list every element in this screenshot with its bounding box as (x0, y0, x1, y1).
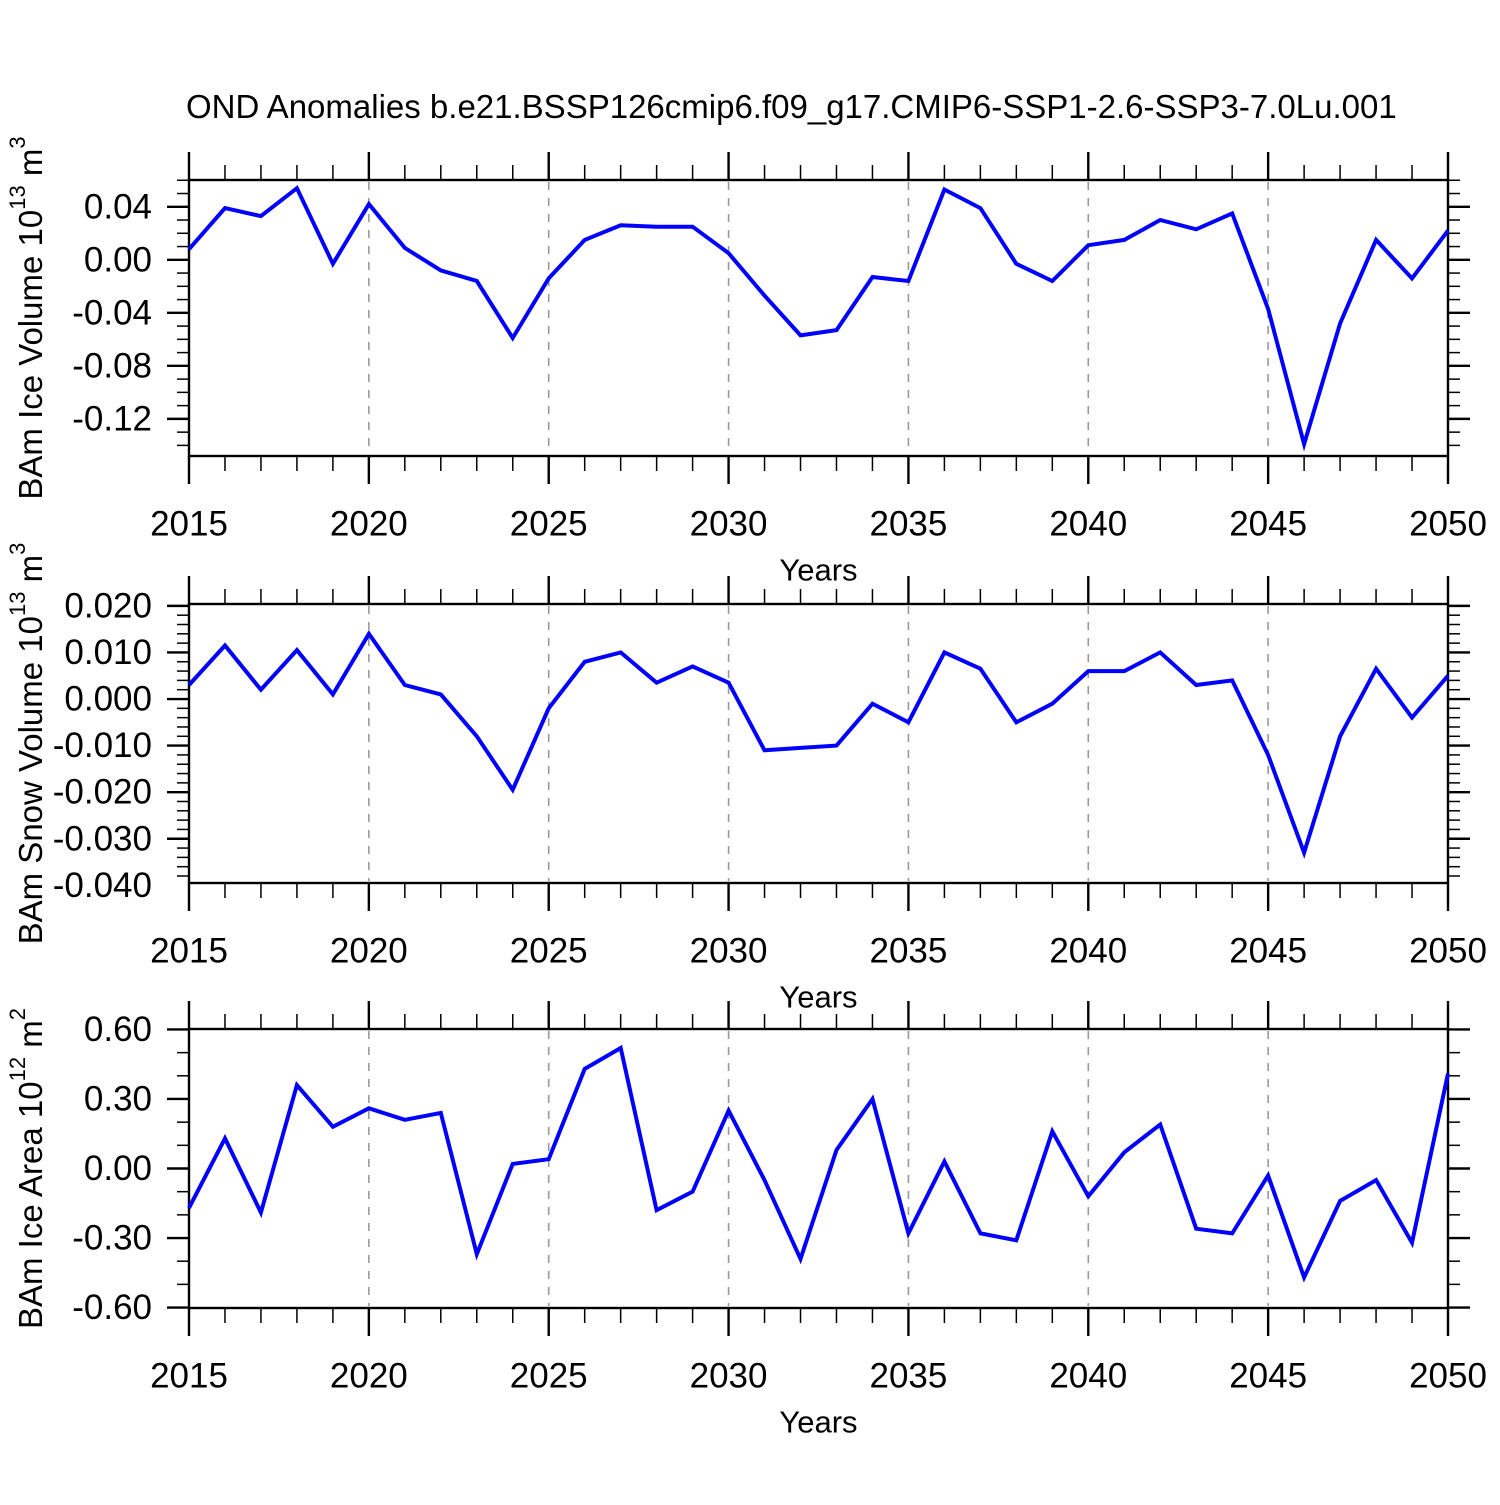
x-tick-label: 2015 (150, 505, 228, 544)
x-tick-label: 2045 (1229, 505, 1307, 544)
x-tick-label: 2045 (1229, 1357, 1307, 1396)
chart-panel-ice-volume: 2015 2020 2025 2030 2035 2040 2045 2050 Years 0.0… (5, 136, 1487, 587)
x-tick-label: 2035 (869, 505, 947, 544)
y-tick-label: -0.010 (53, 726, 152, 765)
series-line-ice-area (187, 1044, 1450, 1283)
x-axis-title: Years (779, 980, 857, 1015)
x-tick-label: 2050 (1409, 1357, 1487, 1396)
y-tick-label: 0.04 (84, 187, 152, 226)
y-tick-label: -0.08 (72, 346, 152, 385)
x-tick-label: 2050 (1409, 505, 1487, 544)
series-line-snow-volume (187, 630, 1450, 859)
plot-border (187, 602, 1450, 885)
x-tick-label: 2030 (690, 505, 768, 544)
x-tick-label: 2035 (869, 932, 947, 971)
y-tick-label: 0.000 (64, 680, 152, 719)
y-axis-title: BAm Ice Area 1012 m2 (5, 1008, 49, 1329)
y-axis-title: BAm Snow Volume 1013 m3 (5, 543, 49, 945)
x-axis-title: Years (779, 1405, 857, 1440)
x-tick-label: 2025 (510, 505, 588, 544)
x-tick-label: 2020 (330, 1357, 408, 1396)
y-axis-title: BAm Ice Volume 1013 m3 (5, 136, 49, 499)
chart-title: OND Anomalies b.e21.BSSP126cmip6.f09_g17… (186, 88, 1397, 125)
y-tick-label: -0.12 (72, 399, 152, 438)
y-tick-label: -0.60 (72, 1288, 152, 1327)
x-tick-label: 2025 (510, 932, 588, 971)
y-tick-label: 0.020 (64, 586, 152, 625)
x-tick-label: 2040 (1049, 932, 1127, 971)
y-tick-label: -0.040 (53, 866, 152, 905)
x-tick-label: 2050 (1409, 932, 1487, 971)
plot-border (187, 1027, 1450, 1310)
y-tick-label: -0.04 (72, 293, 152, 332)
chart-panel-ice-area: 2015 2020 2025 2030 2035 2040 2045 2050 Years 0.6… (5, 1001, 1487, 1440)
x-tick-label: 2045 (1229, 932, 1307, 971)
x-tick-label: 2035 (869, 1357, 947, 1396)
y-tick-label: 0.010 (64, 633, 152, 672)
x-tick-label: 2020 (330, 932, 408, 971)
y-tick-label: 0.00 (84, 240, 152, 279)
x-tick-label: 2030 (690, 932, 768, 971)
x-tick-label: 2040 (1049, 1357, 1127, 1396)
x-tick-label: 2015 (150, 1357, 228, 1396)
y-tick-label: -0.30 (72, 1219, 152, 1258)
y-tick-label: -0.030 (53, 819, 152, 858)
x-tick-label: 2025 (510, 1357, 588, 1396)
x-tick-label: 2020 (330, 505, 408, 544)
series-line-ice-volume (187, 185, 1450, 452)
x-tick-label: 2040 (1049, 505, 1127, 544)
x-tick-label: 2030 (690, 1357, 768, 1396)
y-tick-label: 0.30 (84, 1079, 152, 1118)
y-tick-label: 0.00 (84, 1149, 152, 1188)
chart-panel-snow-volume: 2015 2020 2025 2030 2035 2040 2045 2050 Years 0.0… (5, 543, 1487, 1015)
x-tick-label: 2015 (150, 932, 228, 971)
y-tick-label: 0.60 (84, 1010, 152, 1049)
y-tick-label: -0.020 (53, 773, 152, 812)
x-axis-title: Years (779, 553, 857, 588)
plot-border (187, 178, 1450, 458)
